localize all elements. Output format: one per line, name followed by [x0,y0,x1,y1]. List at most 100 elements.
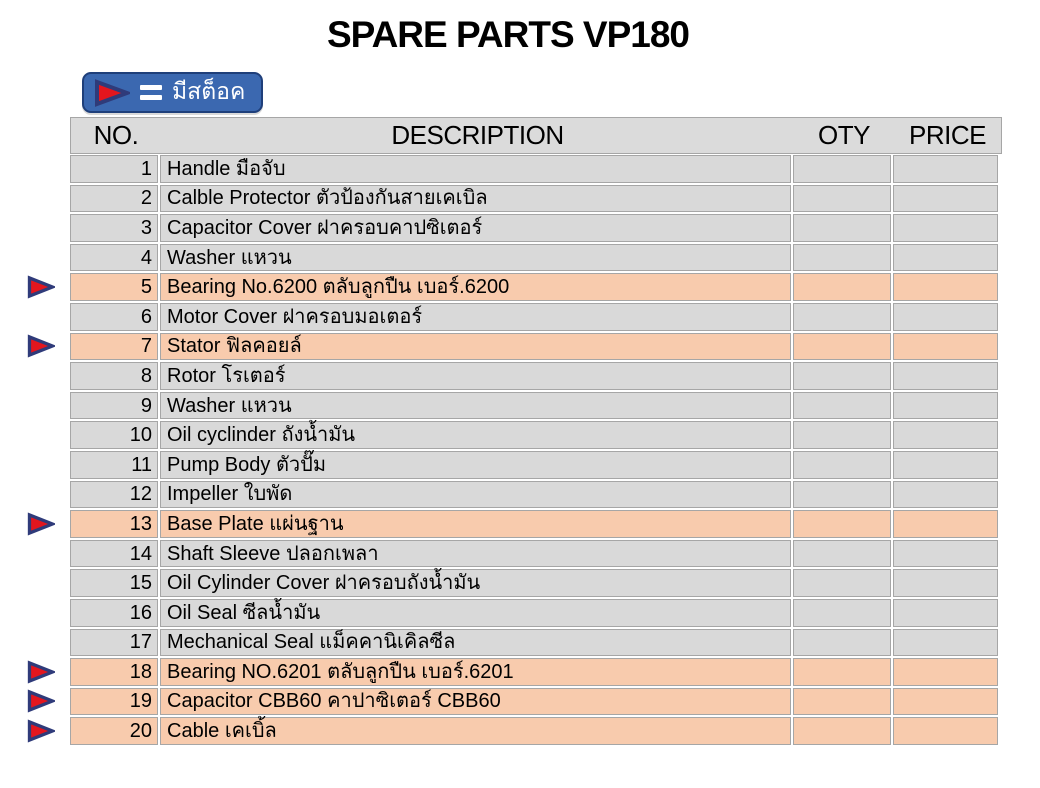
stock-arrow [27,660,55,684]
cell-qty [793,450,891,479]
cell-qty [793,362,891,390]
cell-no: 10 [70,421,158,449]
cell-description: Oil Cylinder Cover ฝาครอบถังน้ำมัน [160,569,791,597]
col-header-qty: OTY [818,120,870,150]
table-row: 16 Oil Seal ซีลน้ำมัน [70,598,998,627]
cell-price [893,598,998,627]
cell-qty [793,421,891,449]
cell-price [893,687,998,716]
cell-description: Oil Seal ซีลน้ำมัน [160,598,791,627]
cell-description: Cable เคเบิ้ล [160,717,791,745]
cell-price [893,480,998,509]
stock-arrow-icon [27,719,55,743]
table-row: 4 Washer แหวน [70,243,998,272]
cell-description: Base Plate แผ่นฐาน [160,510,791,538]
cell-qty [793,302,891,331]
cell-price [893,510,998,538]
cell-no: 14 [70,539,158,568]
table-row: 6 Motor Cover ฝาครอบมอเตอร์ [70,302,998,331]
cell-description: Oil cyclinder ถังน้ำมัน [160,421,791,449]
cell-price [893,273,998,301]
cell-price [893,717,998,745]
cell-qty [793,273,891,301]
equals-icon [140,85,162,100]
cell-description: Stator ฟิลคอยล์ [160,332,791,361]
table-body: 1 Handle มือจับ 2 Calble Protector ตัวป้องก… [27,155,998,745]
table-header-row: NO. DESCRIPTION OTY PRICE [70,117,1002,154]
cell-qty [793,214,891,242]
cell-no: 12 [70,480,158,509]
cell-price [893,628,998,657]
stock-arrow-icon [27,512,55,536]
cell-description: Capacitor Cover ฝาครอบคาปซิเตอร์ [160,214,791,242]
cell-price [893,302,998,331]
col-header-description: DESCRIPTION [391,120,564,150]
cell-no: 11 [70,450,158,479]
cell-price [893,214,998,242]
cell-qty [793,598,891,627]
parts-table-grid: 1 Handle มือจับ 2 Calble Protector ตัวป้องก… [27,153,1000,747]
table-row: 17 Mechanical Seal แม็คคานิเคิลซีล [70,628,998,657]
cell-no: 18 [27,658,158,686]
cell-no: 13 [27,510,158,538]
cell-no: 9 [70,391,158,420]
cell-description: Shaft Sleeve ปลอกเพลา [160,539,791,568]
cell-description: Motor Cover ฝาครอบมอเตอร์ [160,302,791,331]
table-row: 15 Oil Cylinder Cover ฝาครอบถังน้ำมัน [70,569,998,597]
cell-description: Washer แหวน [160,391,791,420]
table-row: 2 Calble Protector ตัวป้องกันสายเคเบิล [70,184,998,213]
stock-arrow-icon [27,334,55,358]
stock-arrow-icon [27,275,55,299]
cell-price [893,450,998,479]
cell-no: 7 [27,332,158,361]
stock-legend-label: มีสต็อค [172,78,246,104]
cell-description: Capacitor CBB60 คาปาซิเตอร์ CBB60 [160,687,791,716]
table-row: 7 Stator ฟิลคอยล์ [27,332,998,361]
cell-price [893,332,998,361]
table-row: 12 Impeller ใบพัด [70,480,998,509]
stock-arrow [27,275,55,299]
cell-no: 19 [27,687,158,716]
page-title: SPARE PARTS VP180 [326,14,690,55]
cell-no: 5 [27,273,158,301]
parts-table: NO. DESCRIPTION OTY PRICE 1 Handle มือจับ… [27,117,1002,747]
cell-description: Bearing No.6200 ตลับลูกปืน เบอร์.6200 [160,273,791,301]
stock-legend: มีสต็อค [82,72,264,113]
cell-qty [793,717,891,745]
cell-description: Bearing NO.6201 ตลับลูกปืน เบอร์.6201 [160,658,791,686]
table-row: 11 Pump Body ตัวปั๊ม [70,450,998,479]
cell-price [893,539,998,568]
cell-qty [793,391,891,420]
stock-arrow-icon [27,690,55,713]
cell-price [893,569,998,597]
col-header-no: NO. [93,120,139,150]
table-row: 14 Shaft Sleeve ปลอกเพลา [70,539,998,568]
cell-description: Impeller ใบพัด [160,480,791,509]
cell-qty [793,243,891,272]
table-row: 1 Handle มือจับ [70,155,998,183]
cell-no: 4 [70,243,158,272]
stock-arrow-icon [95,78,130,107]
cell-description: Pump Body ตัวปั๊ม [160,450,791,479]
cell-qty [793,510,891,538]
table-row: 19 Capacitor CBB60 คาปาซิเตอร์ CBB60 [27,687,998,716]
cell-price [893,184,998,213]
table-row: 13 Base Plate แผ่นฐาน [27,510,998,538]
cell-qty [793,569,891,597]
cell-qty [793,480,891,509]
cell-description: Mechanical Seal แม็คคานิเคิลซีล [160,628,791,657]
cell-no: 3 [70,214,158,242]
stock-arrow [27,719,55,743]
stock-arrow [27,334,55,358]
table-row: 3 Capacitor Cover ฝาครอบคาปซิเตอร์ [70,214,998,242]
cell-qty [793,658,891,686]
cell-no: 17 [70,628,158,657]
cell-price [893,391,998,420]
cell-description: Rotor โรเตอร์ [160,362,791,390]
cell-qty [793,184,891,213]
cell-description: Handle มือจับ [160,155,791,183]
cell-no: 15 [70,569,158,597]
table-row: 18 Bearing NO.6201 ตลับลูกปืน เบอร์.6201 [27,658,998,686]
stock-arrow-icon [27,660,55,684]
